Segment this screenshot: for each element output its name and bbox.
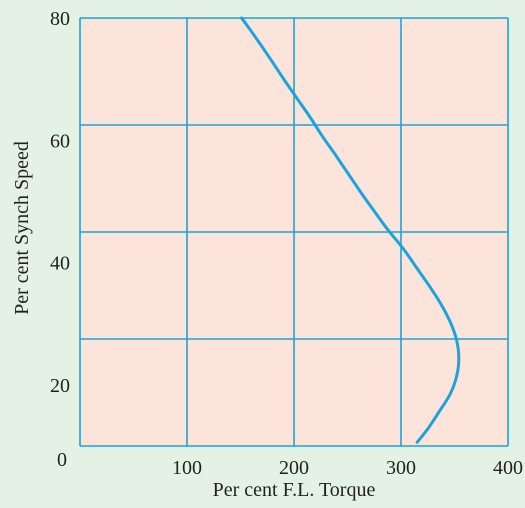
y-tick-label: 80	[50, 8, 70, 30]
torque-speed-curve	[240, 16, 461, 444]
y-tick-label: 60	[50, 130, 70, 152]
y-tick-label: 20	[50, 375, 70, 397]
y-tick-label: 40	[50, 253, 70, 275]
x-tick-label: 100	[172, 457, 202, 479]
origin-tick-label: 0	[57, 449, 67, 471]
x-tick-label: 200	[279, 457, 309, 479]
grid-lines	[79, 17, 509, 447]
x-axis-label: Per cent F.L. Torque	[213, 479, 376, 501]
x-tick-label: 400	[493, 457, 523, 479]
tick-labels: 100 200 300 400 20 40 60 80	[50, 8, 523, 479]
x-tick-label: 300	[386, 457, 416, 479]
y-axis-label: Per cent Synch Speed	[11, 141, 33, 315]
